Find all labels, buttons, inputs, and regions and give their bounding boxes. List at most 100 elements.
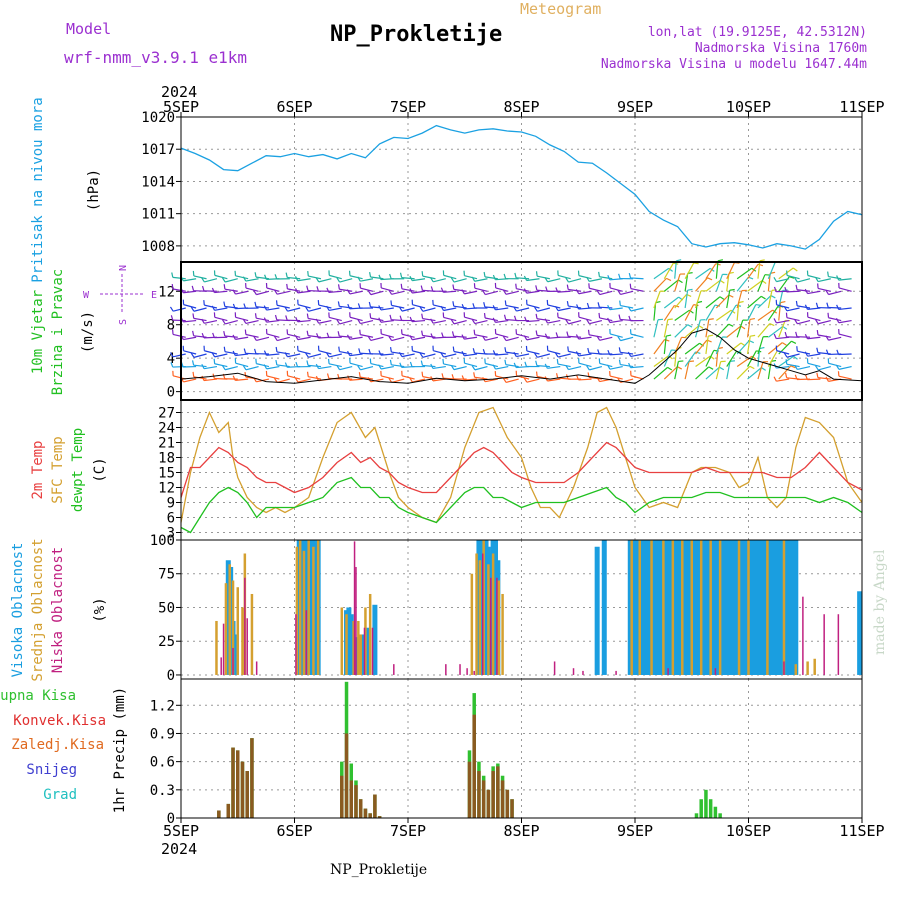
wind-barb-flag [359, 329, 361, 335]
wind-barb [757, 260, 761, 279]
wind-barb-flag [440, 352, 445, 358]
wind-barb [328, 290, 342, 294]
wind-barb-flag [607, 317, 611, 323]
wind-barb-flag [440, 287, 444, 293]
wind-barb [589, 287, 603, 292]
wind-barb-flag [368, 301, 372, 308]
wind-barb-flag [461, 375, 465, 381]
wind-barb [433, 278, 446, 283]
wind-barb [736, 365, 751, 380]
wind-barb [674, 294, 688, 309]
cloud-mid-bar [359, 634, 362, 675]
wind-barb-flag [346, 289, 351, 295]
wind-barb [536, 365, 550, 368]
precip-conv-bar [245, 771, 249, 818]
wind-barb [557, 274, 571, 280]
wind-barb [776, 378, 790, 382]
wind-barb-flag [598, 312, 601, 318]
wind-barb [838, 375, 852, 380]
wind-barb [193, 364, 207, 368]
wind-barb-flag [242, 276, 247, 282]
wind-barb [329, 274, 342, 280]
precip-conv-bar [505, 789, 510, 818]
cloud-high-bar [601, 540, 607, 675]
wind-barb [412, 290, 426, 294]
wind-barb-flag [421, 313, 424, 319]
wind-barb [287, 353, 301, 358]
wind-barb [776, 365, 790, 369]
cloud-ylabel-high: Visoka Oblacnost [10, 543, 26, 678]
wind-barb-flag [554, 305, 559, 311]
wind-barb-flag [784, 286, 788, 293]
wind-barb [705, 279, 721, 292]
wind-barb-flag [773, 286, 777, 292]
wind-barb [318, 278, 332, 283]
wind-barb [256, 290, 270, 296]
wind-barb [726, 342, 742, 355]
wind-barb-flag [273, 336, 278, 341]
wind-barb [307, 364, 322, 368]
temperature-dewpt-series-line [180, 476, 863, 534]
wind-barb-flag [534, 306, 538, 312]
cloud-high-bar [788, 540, 794, 675]
wind-barb [266, 287, 280, 292]
cloud-low-bar [553, 661, 556, 675]
wind-barb [726, 325, 742, 338]
precip-ytick-label: 0.6 [150, 755, 175, 771]
wind-barb [225, 278, 238, 283]
wind-barb [653, 355, 669, 368]
wind-barb [536, 318, 550, 322]
wind-barb-flag [263, 364, 268, 370]
wind-barb [630, 307, 644, 312]
cloud-low-bar [667, 668, 669, 675]
wind-barb [674, 361, 679, 380]
cloud-ylabel-mid: Srednja Oblacnost [30, 538, 46, 681]
wind-barb-flag [825, 349, 829, 355]
cloud-mid-bar [497, 580, 501, 675]
wind-barb-flag [399, 362, 403, 368]
wind-barb [767, 342, 783, 355]
wind-barb [578, 290, 592, 295]
wind-barb-flag [223, 301, 226, 307]
wind-barb [653, 290, 661, 309]
wind-barb-flag [211, 352, 216, 358]
precip-conv-bar [240, 761, 245, 818]
wind-barb-flag [409, 288, 413, 294]
wind-barb [453, 278, 467, 283]
wind-barb [505, 336, 519, 342]
precip-conv-bar [226, 803, 231, 818]
wind-barb-flag [419, 352, 424, 358]
wind-barb [589, 319, 603, 325]
wind-barb-flag [294, 276, 299, 282]
wind-barb [786, 274, 800, 280]
wind-barb [401, 375, 415, 380]
wind-barb-flag [492, 274, 496, 280]
wind-barb [412, 319, 426, 323]
wind-barb [695, 339, 708, 355]
wind-barb-flag [504, 359, 507, 365]
wind-barb-flag [502, 336, 507, 341]
wind-barb-flag [534, 352, 538, 358]
wind-barb [609, 287, 623, 292]
wind-barb [620, 336, 634, 342]
wind-barb [705, 263, 717, 280]
temperature-ytick-label: 15 [158, 466, 175, 482]
wind-barb [757, 274, 766, 292]
wind-barb-flag [232, 303, 236, 309]
wind-barb [684, 290, 689, 309]
wind-barb [838, 333, 852, 338]
wind-barb-flag [503, 314, 507, 320]
cloud-low-bar [490, 577, 492, 675]
wind-barb [380, 353, 394, 356]
wind-barb-flag [773, 376, 777, 382]
wind-barb [255, 306, 270, 309]
wind-barb-flag [503, 273, 507, 279]
wind-barb-flag [243, 348, 247, 354]
precip-conv-bar [481, 780, 486, 818]
precip-conv-bar [500, 780, 505, 818]
wind-barb [412, 336, 426, 341]
altitude-label: Nadmorska Visina 1760m [694, 41, 867, 56]
wind-barb [807, 378, 821, 381]
wind-barb-flag [326, 332, 330, 338]
wind-barb-flag [565, 277, 570, 283]
